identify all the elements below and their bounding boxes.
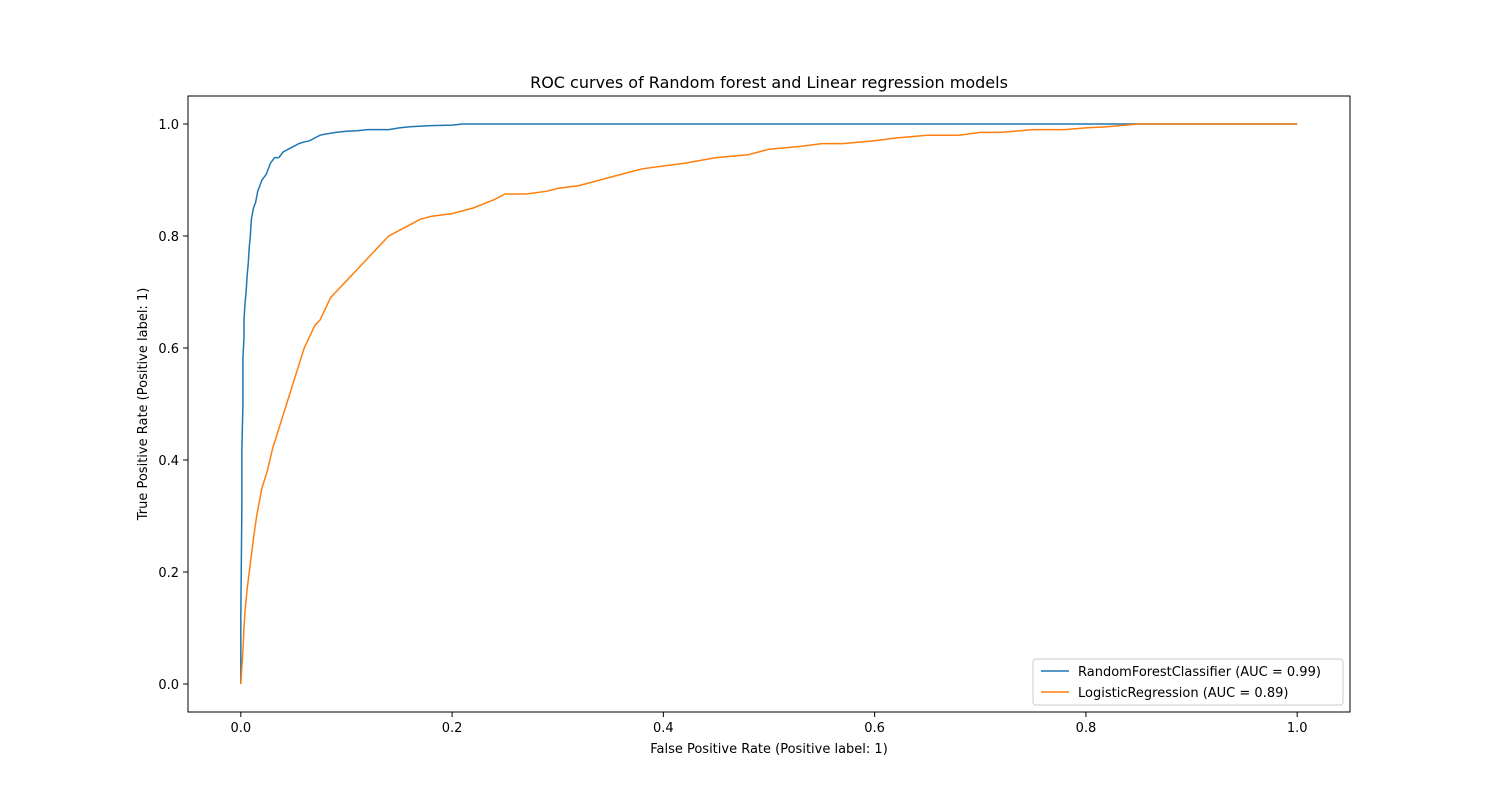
series-line-logistic-regression: [240, 123, 1298, 685]
x-tick-label: 0.6: [864, 721, 885, 736]
x-tick-label: 0.2: [442, 721, 463, 736]
y-tick-label: 0.6: [158, 342, 179, 357]
y-tick-label: 1.0: [158, 118, 179, 133]
legend-box: [1032, 658, 1344, 706]
x-tick-label: 0.8: [1076, 721, 1097, 736]
x-tick-label: 0.4: [653, 721, 674, 736]
chart-title: ROC curves of Random forest and Linear r…: [530, 73, 1008, 92]
legend-label-random-forest: RandomForestClassifier (AUC = 0.99): [1078, 665, 1321, 680]
series-line-random-forest: [240, 123, 1298, 684]
y-axis-label: True Positive Rate (Positive label: 1): [136, 288, 151, 522]
x-axis-label: False Positive Rate (Positive label: 1): [650, 742, 888, 757]
y-tick-label: 0.8: [158, 230, 179, 245]
y-axis-ticks: 0.0 0.2 0.4 0.6 0.8 1.0: [158, 118, 188, 693]
y-tick-label: 0.0: [158, 678, 179, 693]
x-axis-ticks: 0.0 0.2 0.4 0.6 0.8 1.0: [230, 712, 1308, 736]
plot-frame: [187, 95, 1351, 713]
x-tick-label: 0.0: [230, 721, 251, 736]
y-tick-label: 0.2: [158, 566, 179, 581]
x-tick-label: 1.0: [1287, 721, 1308, 736]
y-tick-label: 0.4: [158, 454, 179, 469]
legend-label-logistic-regression: LogisticRegression (AUC = 0.89): [1078, 686, 1288, 701]
legend: RandomForestClassifier (AUC = 0.99) Logi…: [1032, 658, 1344, 706]
series-layer: [240, 123, 1298, 685]
